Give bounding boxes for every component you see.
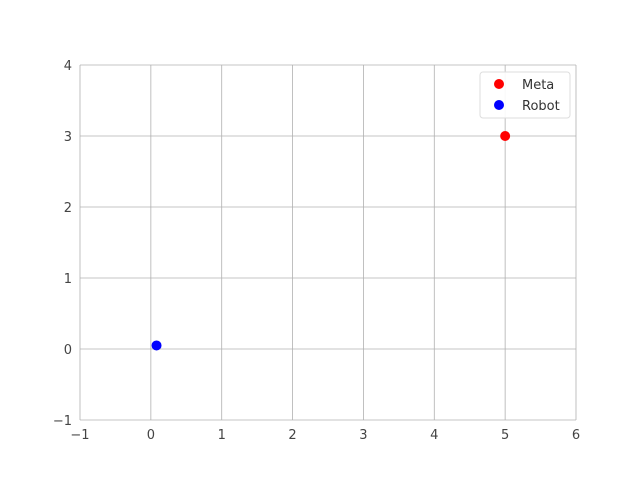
y-tick-label: 2 (64, 201, 72, 216)
data-point-meta (500, 131, 511, 141)
legend-label-robot: Robot (522, 99, 560, 114)
y-tick-label: 3 (64, 130, 72, 145)
plot-area (80, 65, 576, 420)
x-tick-label: 1 (218, 428, 226, 443)
legend-marker-robot (494, 100, 504, 110)
data-point-robot (151, 340, 162, 351)
x-tick-label: 3 (359, 428, 367, 443)
x-tick-label: 2 (288, 428, 296, 443)
legend: Meta Robot (479, 71, 571, 119)
y-tick-label: 1 (64, 272, 72, 287)
y-tick-label: 4 (64, 59, 72, 74)
y-tick-label: −1 (53, 414, 72, 429)
legend-marker-meta (494, 79, 504, 89)
x-tick-label: 5 (501, 428, 509, 443)
grid-lines (79, 64, 577, 421)
x-tick-label: 4 (430, 428, 438, 443)
x-tick-label: 6 (572, 428, 580, 443)
x-axis-ticks: −1 0 1 2 3 4 5 6 (70, 428, 580, 443)
legend-label-meta: Meta (522, 78, 554, 93)
x-tick-label: 0 (147, 428, 155, 443)
x-tick-label: −1 (70, 428, 89, 443)
y-axis-ticks: −1 0 1 2 3 4 (53, 59, 72, 429)
data-points (151, 131, 511, 351)
y-tick-label: 0 (64, 343, 72, 358)
